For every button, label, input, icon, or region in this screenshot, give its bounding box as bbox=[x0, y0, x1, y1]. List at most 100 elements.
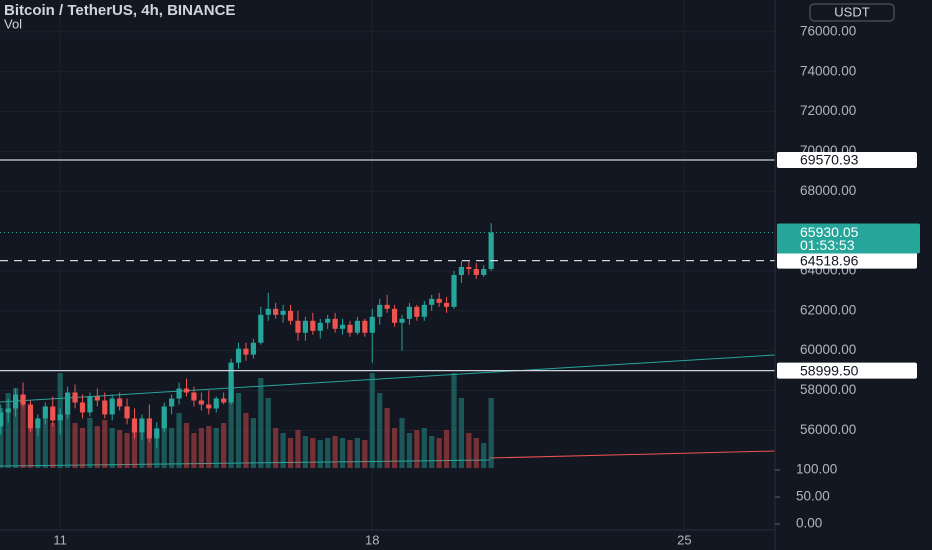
candle-body bbox=[109, 398, 115, 415]
candle-body bbox=[42, 406, 48, 419]
candle-body bbox=[146, 418, 152, 439]
volume-bar bbox=[221, 423, 227, 468]
candle-body bbox=[183, 388, 190, 393]
candle-body bbox=[161, 406, 167, 429]
candle-body bbox=[20, 394, 26, 405]
last-price-box bbox=[777, 223, 920, 254]
candle-body bbox=[213, 398, 219, 409]
candle-body bbox=[235, 348, 242, 363]
last-price-label: 65930.05 bbox=[800, 224, 859, 240]
candle-body bbox=[35, 418, 41, 429]
candle-body bbox=[443, 302, 450, 307]
volume-bar bbox=[183, 423, 190, 468]
x-tick-label: 11 bbox=[53, 532, 67, 547]
candle-body bbox=[429, 298, 435, 305]
candle-body bbox=[87, 396, 93, 413]
level-box bbox=[777, 252, 917, 269]
volume-bar bbox=[124, 433, 130, 468]
volume-bar bbox=[488, 398, 494, 468]
trendline bbox=[489, 450, 776, 459]
x-tick-label: 25 bbox=[677, 532, 691, 547]
y-tick-label: 76000.00 bbox=[800, 23, 856, 38]
volume-bar bbox=[280, 433, 286, 468]
volume-bar bbox=[213, 428, 219, 468]
volume-bar bbox=[146, 438, 152, 468]
volume-bar bbox=[20, 398, 26, 468]
candle-body bbox=[72, 392, 78, 403]
y-tick-label: 72000.00 bbox=[800, 103, 856, 118]
volume-bar bbox=[458, 398, 465, 468]
volume-bar bbox=[94, 426, 100, 468]
level-box bbox=[777, 362, 917, 379]
volume-bar bbox=[5, 393, 11, 468]
chart-title: Bitcoin / TetherUS, 4h, BINANCE bbox=[4, 2, 235, 19]
volume-bar bbox=[72, 423, 78, 468]
candle-body bbox=[473, 268, 479, 275]
candle-body bbox=[317, 322, 323, 331]
x-tick-label: 18 bbox=[365, 532, 379, 547]
volume-bar bbox=[362, 440, 368, 468]
candle-body bbox=[198, 400, 204, 405]
candle-body bbox=[265, 308, 271, 315]
currency-button[interactable] bbox=[809, 3, 895, 22]
volume-bar bbox=[87, 418, 93, 468]
candle-body bbox=[124, 406, 130, 419]
y2-tick-label: 100.00 bbox=[796, 462, 837, 477]
candle-body bbox=[191, 392, 197, 401]
volume-bar bbox=[443, 430, 450, 468]
candle-body bbox=[5, 408, 11, 413]
volume-bar bbox=[243, 413, 249, 468]
volume-bar bbox=[139, 428, 145, 468]
volume-bar bbox=[65, 398, 71, 468]
volume-bar bbox=[421, 428, 427, 468]
candle-body bbox=[377, 304, 383, 317]
volume-bar bbox=[377, 393, 383, 468]
y-tick-label: 68000.00 bbox=[800, 183, 856, 198]
level-label: 69570.93 bbox=[800, 152, 859, 168]
currency-label[interactable]: USDT bbox=[834, 4, 869, 19]
y-tick-label: 56000.00 bbox=[800, 422, 856, 437]
volume-bar bbox=[176, 413, 182, 468]
level-label: 58999.50 bbox=[800, 362, 859, 378]
volume-bar bbox=[109, 428, 115, 468]
candle-body bbox=[94, 396, 100, 401]
volume-bar bbox=[369, 373, 375, 468]
candle-body bbox=[176, 388, 182, 399]
volume-bar bbox=[79, 428, 86, 468]
volume-bar bbox=[466, 433, 472, 468]
candle-body bbox=[295, 320, 301, 333]
volume-bar bbox=[265, 398, 271, 468]
candle-body bbox=[481, 268, 487, 275]
volume-bar bbox=[481, 443, 487, 468]
candle-body bbox=[332, 318, 338, 329]
volume-bar bbox=[131, 423, 138, 468]
volume-bar bbox=[42, 418, 48, 468]
candle-body bbox=[221, 398, 227, 403]
candle-body bbox=[369, 316, 375, 333]
volume-bar bbox=[161, 418, 167, 468]
candle-body bbox=[50, 406, 56, 421]
candle-body bbox=[273, 308, 279, 315]
volume-bar bbox=[0, 408, 4, 468]
volume-bar bbox=[339, 438, 346, 468]
candle-body bbox=[131, 418, 138, 433]
level-label: 64518.96 bbox=[800, 252, 859, 268]
candle-body bbox=[391, 308, 398, 323]
volume-bar bbox=[436, 438, 442, 468]
y2-tick-label: 0.00 bbox=[796, 516, 822, 531]
candle-body bbox=[169, 398, 175, 407]
plot bbox=[0, 159, 776, 468]
volume-bar bbox=[154, 433, 160, 468]
candle-body bbox=[117, 398, 123, 407]
volume-bar bbox=[250, 418, 256, 468]
volume-bar bbox=[258, 378, 264, 468]
candle-body bbox=[347, 324, 353, 333]
countdown-label: 01:53:53 bbox=[800, 237, 855, 253]
candle-body bbox=[228, 362, 234, 403]
volume-bar bbox=[273, 428, 279, 468]
trendline bbox=[0, 354, 776, 403]
volume-bar bbox=[295, 430, 301, 468]
candle-body bbox=[154, 428, 160, 439]
candle-body bbox=[258, 314, 264, 343]
